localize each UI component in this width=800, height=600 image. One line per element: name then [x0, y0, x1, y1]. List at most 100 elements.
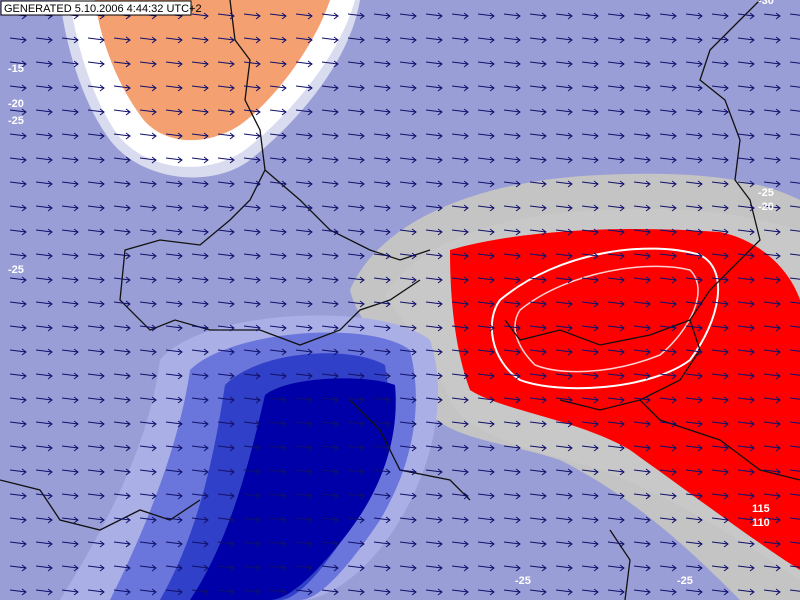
wind-arrow: [217, 516, 235, 524]
wind-arrow: [425, 420, 443, 428]
wind-arrow: [763, 276, 781, 284]
wind-arrow: [737, 156, 755, 164]
wind-arrow: [113, 348, 131, 356]
wind-arrow: [581, 444, 599, 452]
wind-arrow: [711, 588, 729, 596]
wind-arrow: [529, 564, 547, 572]
wind-arrow: [555, 132, 573, 140]
wind-arrow: [295, 492, 313, 500]
wind-arrow: [685, 228, 703, 236]
wind-arrow: [399, 12, 417, 20]
wind-arrow: [477, 324, 495, 332]
hot-area: [450, 229, 800, 571]
wind-arrow: [113, 396, 131, 404]
wind-arrow: [61, 348, 79, 356]
wind-arrow: [373, 12, 391, 20]
contour-line: [514, 265, 699, 373]
wind-arrow: [243, 84, 261, 92]
wind-arrow: [789, 277, 800, 280]
wind-arrow: [789, 109, 800, 112]
wind-arrow: [451, 276, 469, 284]
wind-arrow: [451, 492, 469, 500]
wind-arrow: [451, 324, 469, 332]
contour-label: -15: [8, 63, 24, 75]
wind-arrow: [737, 180, 755, 188]
wind-arrow: [35, 228, 53, 236]
wind-arrow: [295, 60, 313, 68]
wind-arrow: [9, 396, 27, 404]
wind-arrow: [347, 132, 365, 140]
wind-arrow: [399, 420, 417, 428]
wind-arrow: [9, 36, 27, 44]
wind-arrow: [269, 132, 287, 140]
wind-arrow: [269, 12, 287, 20]
wind-arrow: [295, 156, 313, 164]
wind-arrow: [9, 132, 27, 140]
wind-arrow: [321, 108, 339, 116]
wind-arrow: [425, 396, 443, 404]
wind-arrow: [503, 540, 521, 548]
wind-arrow: [243, 564, 261, 572]
wind-arrow: [503, 252, 521, 260]
wind-arrow: [87, 540, 105, 548]
wind-arrow: [581, 156, 599, 164]
wind-arrow: [633, 444, 651, 452]
wind-arrow: [503, 420, 521, 428]
wind-arrow: [607, 300, 625, 308]
wind-arrow: [165, 348, 183, 356]
wind-arrow: [399, 252, 417, 260]
wind-arrow: [737, 108, 755, 116]
wind-arrow: [659, 252, 677, 260]
wind-arrow: [399, 108, 417, 116]
wind-arrow: [35, 132, 53, 140]
wind-arrow: [321, 516, 339, 524]
wind-arrow: [87, 420, 105, 428]
wind-arrow: [113, 132, 131, 140]
wind-arrow: [139, 348, 157, 356]
wind-arrow: [321, 300, 339, 308]
wind-arrow: [633, 12, 651, 20]
wind-arrow: [711, 132, 729, 140]
wind-arrow: [243, 12, 261, 20]
wind-arrow: [373, 132, 391, 140]
wind-arrow: [581, 468, 599, 476]
wind-arrow: [607, 252, 625, 260]
wind-arrow: [269, 348, 287, 356]
wind-arrow: [633, 108, 651, 116]
wind-arrow: [373, 228, 391, 236]
wind-arrow: [191, 132, 209, 140]
wind-arrow: [607, 84, 625, 92]
wind-arrow: [659, 420, 677, 428]
wind-arrow: [217, 156, 235, 164]
wind-arrow: [685, 516, 703, 524]
wind-arrow: [685, 468, 703, 476]
wind-arrow: [607, 180, 625, 188]
wind-arrow: [217, 276, 235, 284]
wind-arrow: [217, 492, 235, 500]
wind-arrow: [269, 420, 287, 428]
wind-arrow: [503, 84, 521, 92]
wind-arrow: [87, 396, 105, 404]
wind-arrow: [685, 276, 703, 284]
wind-arrow: [399, 444, 417, 452]
wind-arrow: [659, 132, 677, 140]
wind-arrow: [269, 300, 287, 308]
wind-arrow: [191, 204, 209, 212]
wind-arrow: [789, 37, 800, 40]
wind-arrow: [9, 180, 27, 188]
wind-arrow: [555, 12, 573, 20]
wind-arrow: [425, 252, 443, 260]
wind-arrow: [555, 588, 573, 596]
wind-arrow: [243, 444, 261, 452]
contour-label: -20: [8, 98, 24, 110]
wind-arrow: [321, 396, 339, 404]
wind-arrow: [659, 540, 677, 548]
wind-arrow: [347, 84, 365, 92]
wind-arrow: [399, 588, 417, 596]
wind-arrow: [685, 132, 703, 140]
wind-arrow: [555, 468, 573, 476]
wind-arrow: [347, 420, 365, 428]
wind-arrow: [399, 276, 417, 284]
wind-arrow: [737, 396, 755, 404]
wind-arrow: [763, 540, 781, 548]
